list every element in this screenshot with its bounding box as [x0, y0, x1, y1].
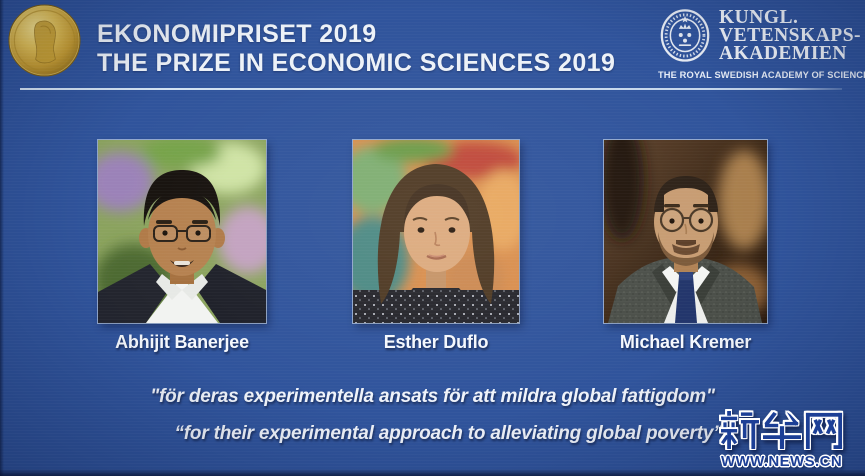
academy-name-line1: KUNGL. — [719, 7, 799, 28]
academy-tagline: THE ROYAL SWEDISH ACADEMY OF SCIENCES — [658, 70, 865, 80]
laureate-name-michael-kremer: Michael Kremer — [619, 332, 752, 352]
xinhua-glyph-wang — [805, 412, 843, 449]
photo-esther-duflo — [353, 140, 519, 323]
nobel-medal-icon — [7, 3, 82, 78]
screen-edge-shadow — [0, 0, 4, 476]
academy-name-line2: VETENSKAPS- — [719, 24, 862, 46]
laureate-name-esther-duflo: Esther Duflo — [383, 332, 489, 352]
laureate-name-abhijit-banerjee: Abhijit Banerjee — [115, 332, 249, 352]
xinhua-url-text: WWW.NEWS.CN — [721, 453, 843, 470]
xinhua-watermark: 新华网 — [721, 410, 843, 470]
header-divider — [20, 88, 842, 90]
xinhua-logo-icon — [721, 410, 843, 450]
title-swedish: EKONOMIPRISET 2019 — [97, 20, 377, 48]
xinhua-glyph-hua — [763, 411, 801, 449]
photo-michael-kremer — [604, 140, 767, 323]
photo-abhijit-banerjee — [98, 140, 266, 323]
academy-name: KUNGL. VETENSKAPS- AKADEMIEN — [719, 7, 862, 64]
citation-swedish: "för deras experimentella ansats för att… — [150, 386, 715, 407]
citation-english: “for their experimental approach to alle… — [174, 423, 723, 444]
title-english: THE PRIZE IN ECONOMIC SCIENCES 2019 — [97, 49, 616, 77]
xinhua-glyph-xin — [721, 411, 759, 449]
academy-name-line3: AKADEMIEN — [719, 42, 848, 64]
header-titles: EKONOMIPRISET 2019 THE PRIZE IN ECONOMIC… — [97, 20, 615, 78]
academy-seal-icon — [659, 8, 712, 66]
